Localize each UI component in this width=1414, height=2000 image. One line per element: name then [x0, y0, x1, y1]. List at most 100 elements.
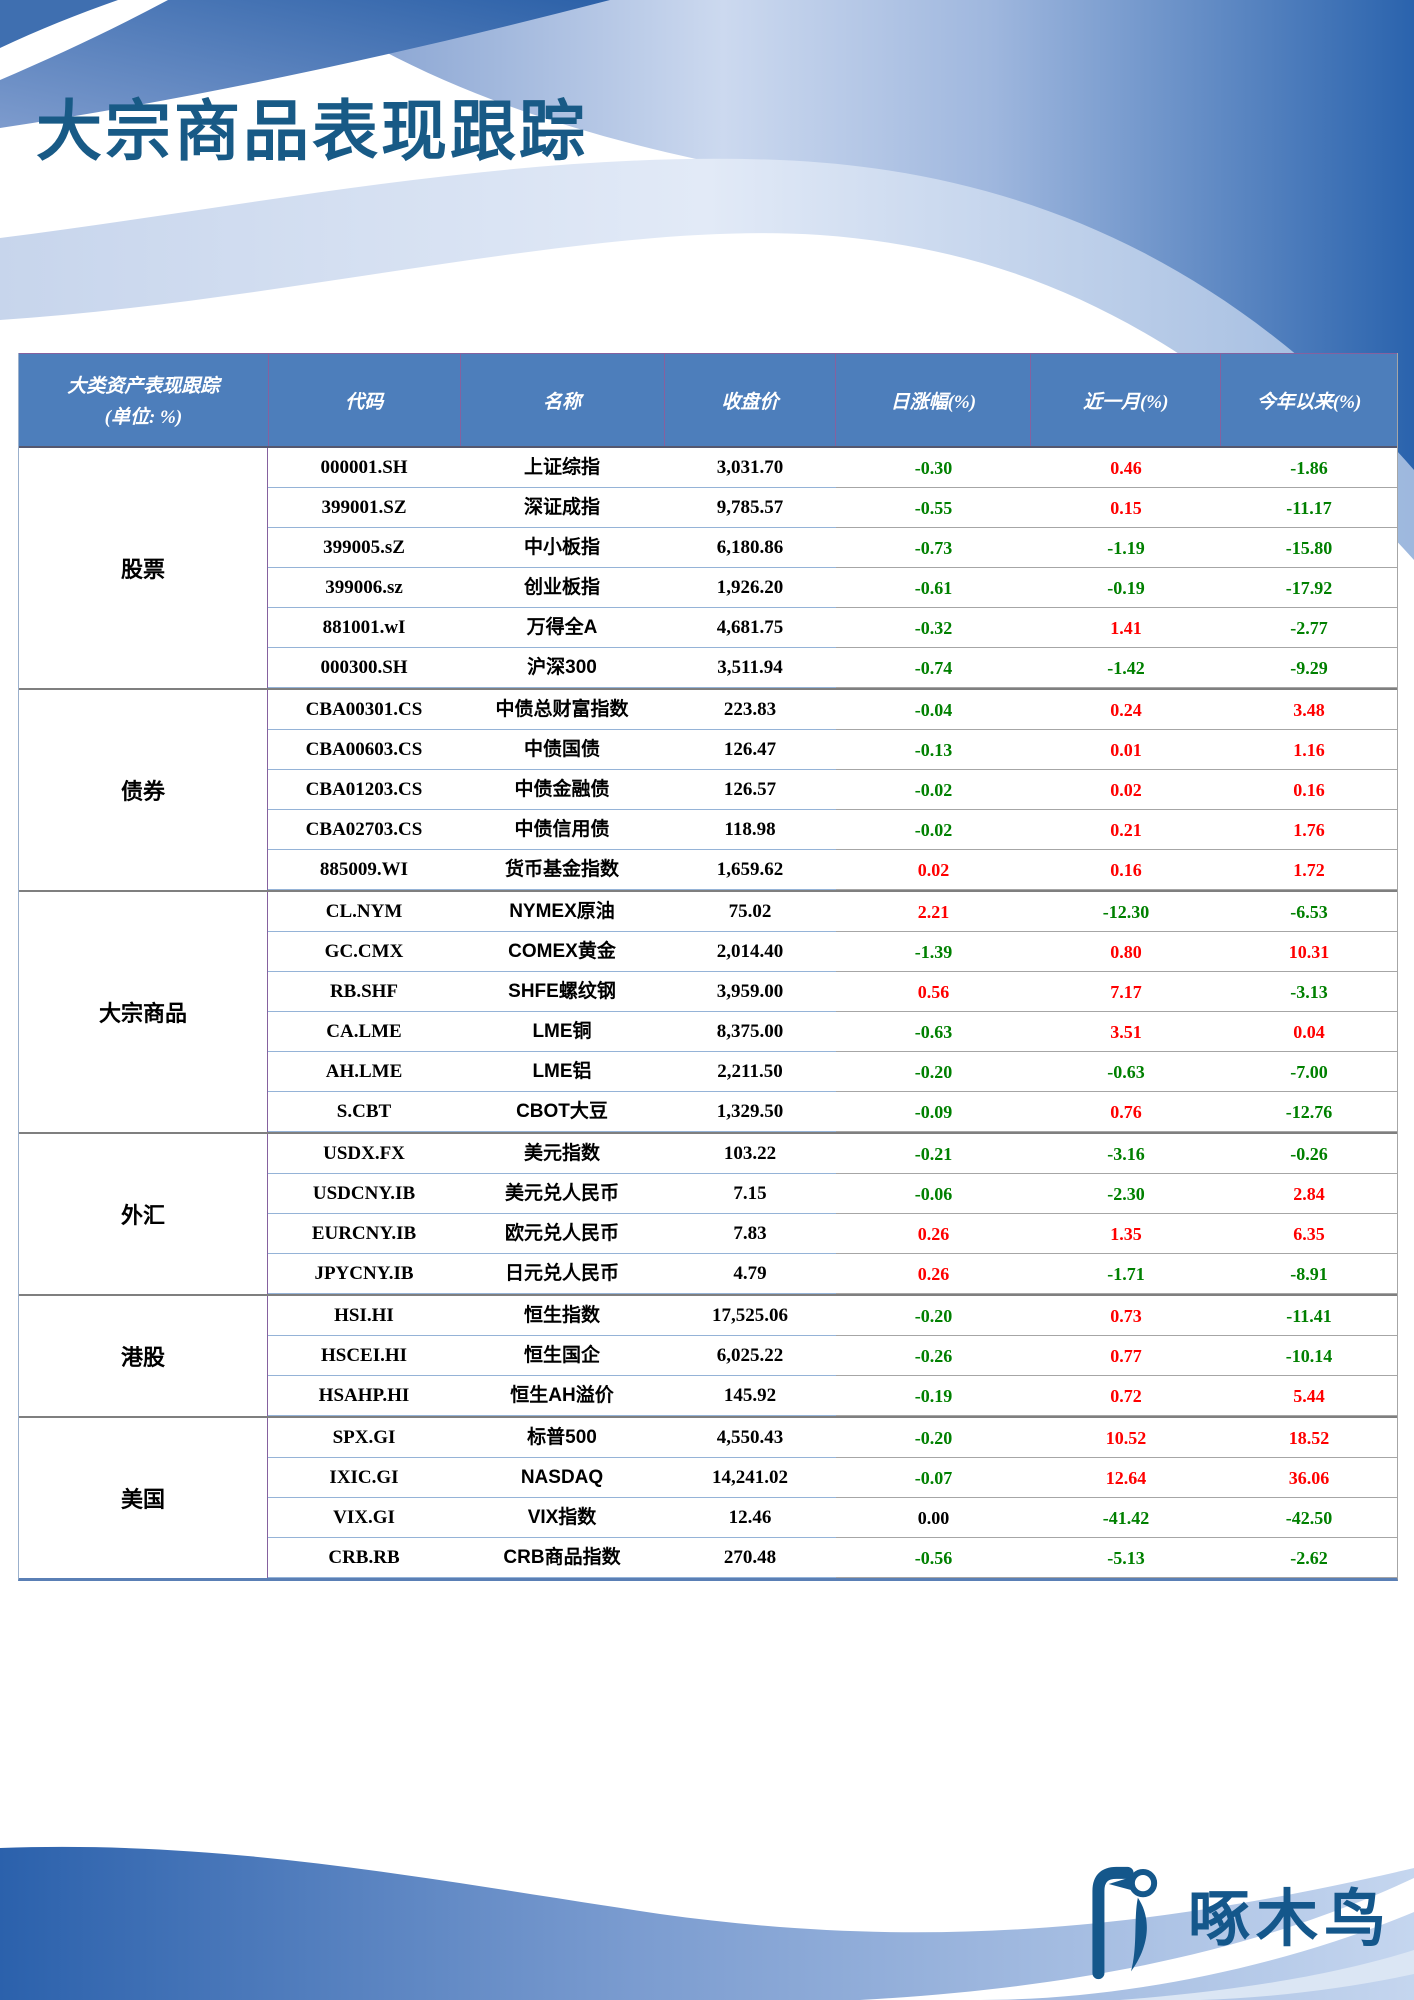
ytd-change-cell: 0.16 — [1221, 770, 1397, 810]
day-change-cell: -0.02 — [836, 810, 1031, 850]
close-price-cell: 1,329.50 — [664, 1092, 836, 1132]
close-price-cell: 7.83 — [664, 1214, 836, 1254]
month-change-cell: 0.46 — [1031, 448, 1221, 488]
month-change-cell: -41.42 — [1031, 1498, 1221, 1538]
table-row: USDX.FX 美元指数 103.22 -0.21 -3.16 -0.26 — [268, 1134, 1397, 1174]
close-price-cell: 270.48 — [664, 1538, 836, 1578]
name-cell: 恒生国企 — [460, 1336, 664, 1376]
table-row: CBA01203.CS 中债金融债 126.57 -0.02 0.02 0.16 — [268, 770, 1397, 810]
day-change-cell: -0.02 — [836, 770, 1031, 810]
table-row: SPX.GI 标普500 4,550.43 -0.20 10.52 18.52 — [268, 1418, 1397, 1458]
day-change-cell: -0.07 — [836, 1458, 1031, 1498]
day-change-cell: -0.73 — [836, 528, 1031, 568]
close-price-cell: 1,659.62 — [664, 850, 836, 890]
close-price-cell: 14,241.02 — [664, 1458, 836, 1498]
day-change-cell: -1.39 — [836, 932, 1031, 972]
header-category-line2: (单位: %) — [104, 407, 183, 428]
ytd-change-cell: -0.26 — [1221, 1134, 1397, 1174]
ytd-change-cell: -6.53 — [1221, 892, 1397, 932]
asset-group: 大宗商品 CL.NYM NYMEX原油 75.02 2.21 -12.30 -6.53 GC.… — [19, 890, 1397, 1132]
name-cell: 恒生指数 — [460, 1296, 664, 1336]
month-change-cell: 0.77 — [1031, 1336, 1221, 1376]
close-price-cell: 126.57 — [664, 770, 836, 810]
name-cell: 沪深300 — [460, 648, 664, 688]
category-cell: 港股 — [19, 1296, 268, 1416]
table-row: 399006.sz 创业板指 1,926.20 -0.61 -0.19 -17.92 — [268, 568, 1397, 608]
table-row: 000300.SH 沪深300 3,511.94 -0.74 -1.42 -9.29 — [268, 648, 1397, 688]
day-change-cell: -0.06 — [836, 1174, 1031, 1214]
ytd-change-cell: -3.13 — [1221, 972, 1397, 1012]
ytd-change-cell: -11.41 — [1221, 1296, 1397, 1336]
ytd-change-cell: 0.04 — [1221, 1012, 1397, 1052]
table-header-row: 大类资产表现跟踪 (单位: %) 代码 名称 收盘价 日涨幅(%) 近一月(%)… — [19, 353, 1397, 448]
month-change-cell: -2.30 — [1031, 1174, 1221, 1214]
table-row: CBA00603.CS 中债国债 126.47 -0.13 0.01 1.16 — [268, 730, 1397, 770]
month-change-cell: -1.19 — [1031, 528, 1221, 568]
day-change-cell: 2.21 — [836, 892, 1031, 932]
code-cell: GC.CMX — [268, 932, 460, 972]
asset-group: 外汇 USDX.FX 美元指数 103.22 -0.21 -3.16 -0.26 USDCNY… — [19, 1132, 1397, 1294]
category-cell: 债券 — [19, 690, 268, 890]
day-change-cell: -0.13 — [836, 730, 1031, 770]
close-price-cell: 2,211.50 — [664, 1052, 836, 1092]
ytd-change-cell: -9.29 — [1221, 648, 1397, 688]
name-cell: LME铜 — [460, 1012, 664, 1052]
close-price-cell: 6,180.86 — [664, 528, 836, 568]
code-cell: CBA01203.CS — [268, 770, 460, 810]
name-cell: CBOT大豆 — [460, 1092, 664, 1132]
day-change-cell: -0.09 — [836, 1092, 1031, 1132]
day-change-cell: -0.56 — [836, 1538, 1031, 1578]
table-row: AH.LME LME铝 2,211.50 -0.20 -0.63 -7.00 — [268, 1052, 1397, 1092]
day-change-cell: -0.55 — [836, 488, 1031, 528]
name-cell: 货币基金指数 — [460, 850, 664, 890]
name-cell: 中债信用债 — [460, 810, 664, 850]
day-change-cell: -0.20 — [836, 1052, 1031, 1092]
month-change-cell: 3.51 — [1031, 1012, 1221, 1052]
category-cell: 外汇 — [19, 1134, 268, 1294]
day-change-cell: -0.20 — [836, 1418, 1031, 1458]
name-cell: 创业板指 — [460, 568, 664, 608]
header-ytd-change: 今年以来(%) — [1256, 391, 1362, 413]
name-cell: 上证综指 — [460, 448, 664, 488]
name-cell: 标普500 — [460, 1418, 664, 1458]
brand-name: 啄木鸟 — [1187, 1885, 1392, 1954]
asset-group: 债券 CBA00301.CS 中债总财富指数 223.83 -0.04 0.24 3.48 C… — [19, 688, 1397, 890]
code-cell: EURCNY.IB — [268, 1214, 460, 1254]
ytd-change-cell: 10.31 — [1221, 932, 1397, 972]
code-cell: 000300.SH — [268, 648, 460, 688]
table-row: 399001.SZ 深证成指 9,785.57 -0.55 0.15 -11.17 — [268, 488, 1397, 528]
header-category-line1: 大类资产表现跟踪 — [67, 376, 220, 397]
month-change-cell: 0.76 — [1031, 1092, 1221, 1132]
table-row: JPYCNY.IB 日元兑人民币 4.79 0.26 -1.71 -8.91 — [268, 1254, 1397, 1294]
close-price-cell: 3,959.00 — [664, 972, 836, 1012]
name-cell: 日元兑人民币 — [460, 1254, 664, 1294]
table-row: CBA00301.CS 中债总财富指数 223.83 -0.04 0.24 3.48 — [268, 690, 1397, 730]
header-category: 大类资产表现跟踪 (单位: %) — [19, 354, 269, 446]
table-row: HSCEI.HI 恒生国企 6,025.22 -0.26 0.77 -10.14 — [268, 1336, 1397, 1376]
month-change-cell: 0.16 — [1031, 850, 1221, 890]
category-cell: 股票 — [19, 448, 268, 688]
day-change-cell: -0.61 — [836, 568, 1031, 608]
table-row: RB.SHF SHFE螺纹钢 3,959.00 0.56 7.17 -3.13 — [268, 972, 1397, 1012]
name-cell: NASDAQ — [460, 1458, 664, 1498]
header-close: 收盘价 — [665, 354, 837, 446]
table-row: HSI.HI 恒生指数 17,525.06 -0.20 0.73 -11.41 — [268, 1296, 1397, 1336]
code-cell: USDX.FX — [268, 1134, 460, 1174]
code-cell: 399005.sZ — [268, 528, 460, 568]
day-change-cell: 0.26 — [836, 1254, 1031, 1294]
close-price-cell: 17,525.06 — [664, 1296, 836, 1336]
code-cell: SPX.GI — [268, 1418, 460, 1458]
close-price-cell: 103.22 — [664, 1134, 836, 1174]
name-cell: 中债总财富指数 — [460, 690, 664, 730]
code-cell: 885009.WI — [268, 850, 460, 890]
table-row: CBA02703.CS 中债信用债 118.98 -0.02 0.21 1.76 — [268, 810, 1397, 850]
close-price-cell: 9,785.57 — [664, 488, 836, 528]
name-cell: 恒生AH溢价 — [460, 1376, 664, 1416]
asset-group: 股票 000001.SH 上证综指 3,031.70 -0.30 0.46 -1.86 399… — [19, 448, 1397, 688]
asset-performance-table: 大类资产表现跟踪 (单位: %) 代码 名称 收盘价 日涨幅(%) 近一月(%)… — [18, 353, 1398, 1581]
month-change-cell: 0.80 — [1031, 932, 1221, 972]
day-change-cell: -0.26 — [836, 1336, 1031, 1376]
ytd-change-cell: -11.17 — [1221, 488, 1397, 528]
day-change-cell: -0.19 — [836, 1376, 1031, 1416]
